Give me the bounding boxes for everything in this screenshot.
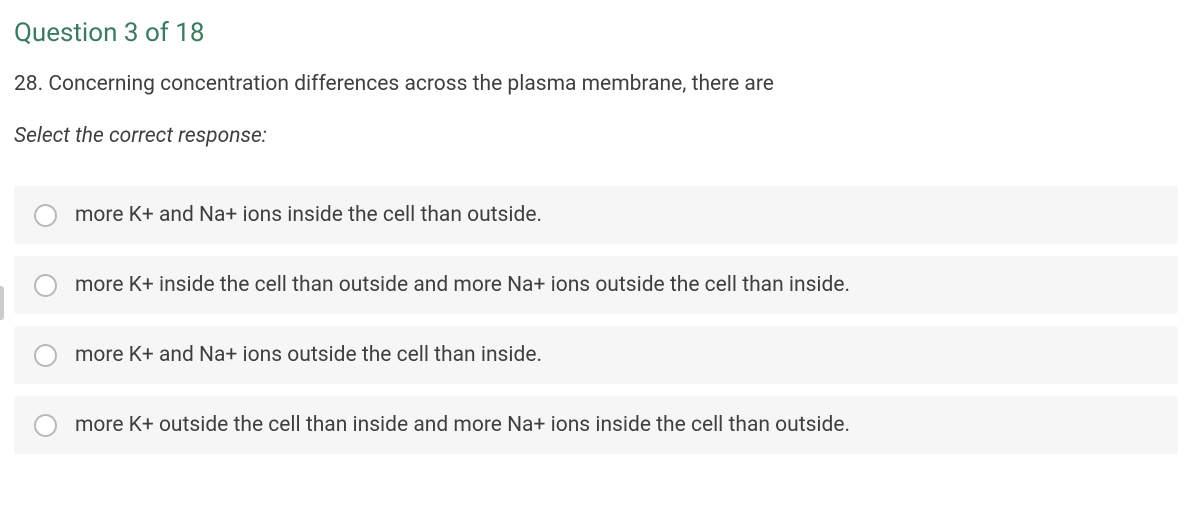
- option-label: more K+ and Na+ ions inside the cell tha…: [75, 203, 542, 227]
- option-row[interactable]: more K+ outside the cell than inside and…: [14, 396, 1178, 454]
- radio-icon[interactable]: [34, 204, 57, 227]
- option-row[interactable]: more K+ and Na+ ions inside the cell tha…: [14, 186, 1178, 244]
- radio-icon[interactable]: [34, 344, 57, 367]
- radio-icon[interactable]: [34, 414, 57, 437]
- option-label: more K+ outside the cell than inside and…: [75, 413, 850, 437]
- left-edge-tab: [0, 286, 4, 320]
- instruction-text: Select the correct response:: [14, 124, 1178, 148]
- option-label: more K+ inside the cell than outside and…: [75, 273, 850, 297]
- option-row[interactable]: more K+ inside the cell than outside and…: [14, 256, 1178, 314]
- option-label: more K+ and Na+ ions outside the cell th…: [75, 343, 542, 367]
- radio-icon[interactable]: [34, 274, 57, 297]
- option-row[interactable]: more K+ and Na+ ions outside the cell th…: [14, 326, 1178, 384]
- question-text: 28. Concerning concentration differences…: [14, 72, 1178, 96]
- question-progress-header: Question 3 of 18: [14, 18, 1178, 48]
